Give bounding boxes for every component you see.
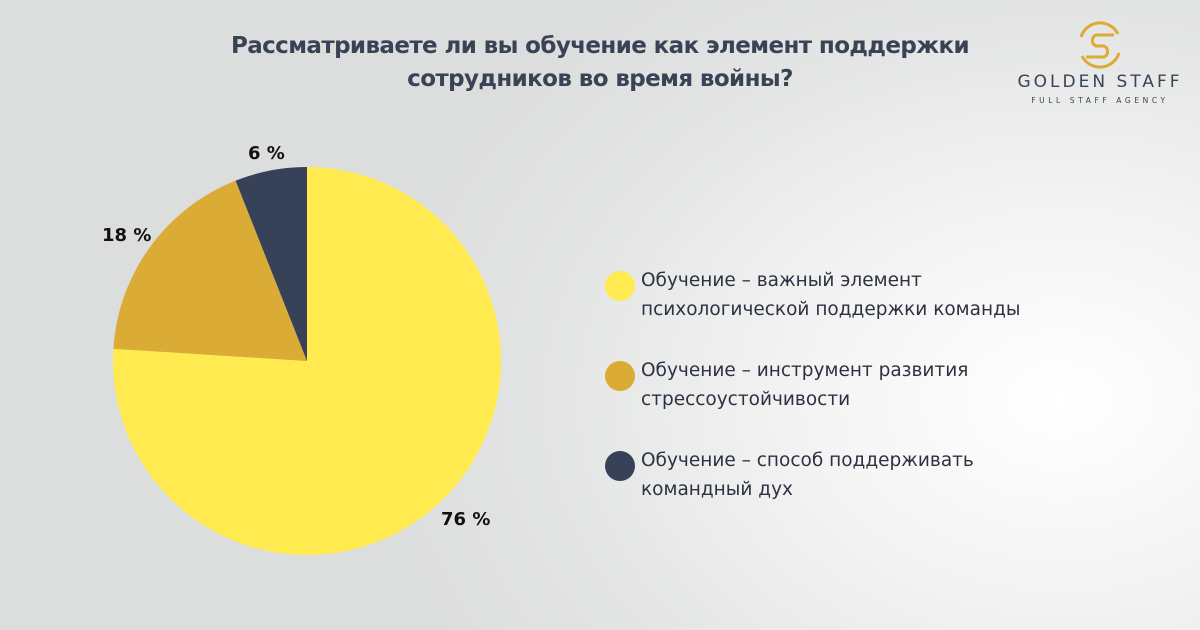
legend-dot-yellow-icon: [605, 271, 635, 301]
logo-name: GOLDEN STAFF: [1017, 72, 1183, 92]
data-label-6: 6 %: [248, 143, 285, 164]
pie-chart: [112, 167, 502, 555]
data-label-18: 18 %: [102, 225, 152, 246]
logo-tagline: FULL STAFF AGENCY: [1031, 96, 1169, 105]
legend-label-line-1: Обучение – инструмент развития: [641, 360, 969, 381]
chart-title: Рассматриваете ли вы обучение как элемен…: [150, 30, 1050, 96]
logo-s-emblem-icon: [1079, 21, 1121, 69]
legend-label-line-1: Обучение – способ поддерживать: [641, 450, 974, 471]
legend-dot-navy-icon: [605, 451, 635, 481]
legend-label-line-2: командный дух: [641, 479, 793, 500]
pie-slice-team-spirit: [235, 167, 307, 361]
legend-dot-gold-icon: [605, 361, 635, 391]
pie-slice-stress-resistance: [113, 180, 307, 361]
legend-label-line-2: психологической поддержки команды: [641, 299, 1021, 320]
golden-staff-logo: GOLDEN STAFF FULL STAFF AGENCY: [1010, 20, 1190, 110]
data-label-76: 76 %: [441, 509, 491, 530]
legend-label-line-1: Обучение – важный элемент: [641, 270, 922, 291]
chart-title-line-2: сотрудников во время войны?: [407, 66, 793, 92]
legend-label-line-2: стрессоустойчивости: [641, 389, 851, 410]
chart-title-line-1: Рассматриваете ли вы обучение как элемен…: [230, 33, 970, 59]
